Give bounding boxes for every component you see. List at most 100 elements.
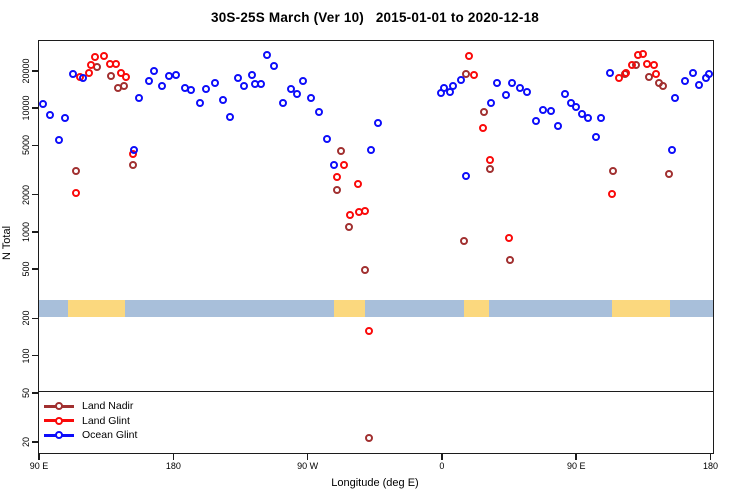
data-point-ocean-glint — [218, 96, 227, 105]
data-point-land-glint — [71, 188, 80, 197]
data-point-ocean-glint — [578, 109, 587, 118]
data-point-ocean-glint — [234, 74, 243, 83]
data-point-ocean-glint — [523, 87, 532, 96]
data-point-ocean-glint — [201, 85, 210, 94]
data-point-ocean-glint — [306, 94, 315, 103]
data-point-land-nadir — [344, 223, 353, 232]
plot-area — [38, 40, 714, 454]
data-point-ocean-glint — [448, 82, 457, 91]
x-tick-label: 90 W — [297, 461, 319, 471]
data-point-ocean-glint — [262, 51, 271, 60]
x-tick-mark — [441, 453, 443, 460]
data-point-land-nadir — [659, 81, 667, 90]
data-point-ocean-glint — [591, 133, 600, 142]
data-point-land-nadir — [361, 266, 370, 275]
legend-label: Land Nadir — [82, 400, 134, 413]
data-point-ocean-glint — [583, 113, 592, 122]
data-point-ocean-glint — [68, 70, 77, 79]
data-point-land-nadir — [120, 81, 129, 90]
data-point-ocean-glint — [547, 106, 556, 115]
data-point-ocean-glint — [39, 100, 48, 109]
data-point-ocean-glint — [54, 136, 63, 145]
y-tick-mark — [32, 392, 38, 394]
data-point-land-glint — [650, 61, 659, 70]
y-tick-label: 500 — [21, 261, 31, 277]
y-tick-label: 20000 — [21, 58, 31, 84]
x-tick-mark — [709, 453, 712, 460]
y-tick-mark — [32, 107, 38, 109]
data-point-land-glint — [121, 72, 130, 81]
data-point-land-glint — [470, 71, 479, 80]
data-point-land-glint — [627, 60, 636, 69]
data-point-land-glint — [332, 173, 341, 182]
y-tick-mark — [32, 354, 38, 357]
data-point-ocean-glint — [226, 113, 235, 122]
data-point-land-glint — [638, 49, 647, 58]
data-point-ocean-glint — [508, 78, 517, 87]
data-point-ocean-glint — [130, 145, 139, 154]
data-point-ocean-glint — [135, 93, 144, 102]
data-point-land-glint — [479, 123, 488, 132]
data-point-ocean-glint — [553, 121, 562, 130]
data-point-land-glint — [485, 156, 494, 165]
land-segment — [68, 300, 126, 318]
data-point-land-nadir — [485, 164, 494, 173]
data-point-ocean-glint — [292, 89, 301, 98]
y-tick-label: 5000 — [21, 135, 31, 156]
data-point-land-nadir — [128, 160, 137, 169]
data-point-land-glint — [465, 52, 474, 61]
x-tick-label: 0 — [439, 461, 445, 471]
data-point-ocean-glint — [532, 117, 541, 126]
data-point-ocean-glint — [186, 86, 195, 95]
y-tick-label: 200 — [21, 310, 31, 326]
data-point-ocean-glint — [366, 145, 375, 154]
data-point-ocean-glint — [501, 90, 510, 99]
y-tick-label: 100 — [21, 347, 31, 364]
data-point-land-glint — [100, 52, 109, 61]
y-tick-mark — [32, 144, 38, 147]
data-point-land-glint — [91, 53, 100, 62]
data-point-ocean-glint — [374, 118, 382, 127]
data-point-ocean-glint — [694, 81, 703, 90]
data-point-ocean-glint — [323, 135, 332, 144]
y-tick-label: 1000 — [21, 221, 31, 242]
data-point-ocean-glint — [515, 83, 524, 92]
data-point-ocean-glint — [61, 114, 70, 123]
data-point-land-nadir — [332, 186, 341, 195]
y-tick-mark — [32, 317, 38, 320]
data-point-ocean-glint — [286, 85, 295, 94]
data-point-ocean-glint — [567, 98, 576, 107]
data-point-ocean-glint — [704, 70, 713, 79]
x-tick-label: 180 — [165, 461, 181, 471]
data-point-land-nadir — [479, 107, 488, 116]
legend: Land Nadir Land Glint Ocean Glint — [44, 399, 137, 443]
data-point-ocean-glint — [670, 93, 679, 102]
data-point-land-nadir — [664, 169, 673, 178]
y-tick-label: 50 — [21, 387, 31, 398]
data-point-land-nadir — [71, 166, 80, 175]
legend-item-ocean-glint: Ocean Glint — [44, 428, 137, 443]
legend-label: Land Glint — [82, 414, 130, 427]
y-tick-label: 10000 — [21, 95, 31, 121]
data-point-land-glint — [84, 68, 93, 77]
land-glint-marker-icon — [44, 416, 74, 425]
y-axis-label: N Total — [1, 225, 13, 260]
data-point-land-glint — [505, 234, 514, 243]
y-tick-label: 20 — [21, 436, 31, 447]
y-tick-mark — [32, 70, 38, 72]
data-point-land-glint — [608, 189, 617, 198]
data-point-land-glint — [339, 160, 348, 169]
data-point-land-glint — [622, 68, 631, 77]
x-tick-mark — [306, 453, 309, 460]
data-point-land-nadir — [461, 70, 470, 79]
chart-title: 30S-25S March (Ver 10) 2015-01-01 to 202… — [211, 10, 539, 25]
land-segment — [333, 300, 366, 318]
data-point-ocean-glint — [195, 98, 204, 107]
data-point-land-nadir — [106, 72, 115, 81]
data-point-ocean-glint — [606, 69, 615, 78]
data-point-ocean-glint — [667, 145, 676, 154]
data-point-ocean-glint — [78, 74, 87, 83]
land-segment — [463, 300, 490, 318]
data-point-land-nadir — [506, 256, 515, 265]
